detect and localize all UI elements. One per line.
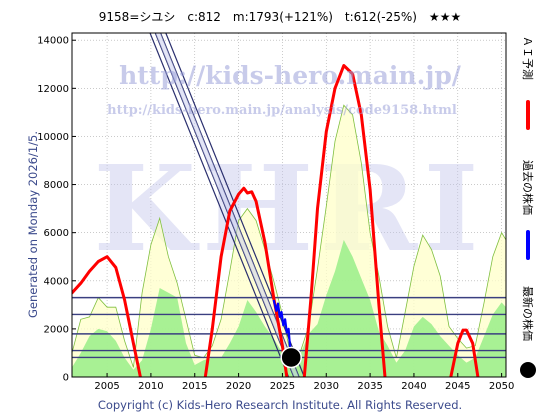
y-tick-label-10000: 10000 bbox=[37, 132, 69, 143]
chart-title: 9158=シユシ c:812 m:1793(+121%) t:612(-25%)… bbox=[98, 10, 462, 24]
ai-prediction-lines bbox=[72, 64, 480, 377]
y-tick-label-4000: 4000 bbox=[44, 276, 69, 287]
past-price-series bbox=[272, 299, 293, 358]
x-tick-label-2020: 2020 bbox=[226, 381, 251, 392]
y-tick-label-12000: 12000 bbox=[37, 84, 69, 95]
y-axis-ticks: 0 2000 4000 6000 8000 10000 12000 14000 bbox=[37, 36, 76, 384]
ai-prediction-segment-2 bbox=[302, 64, 387, 377]
x-tick-label-2050: 2050 bbox=[489, 381, 514, 392]
legend-item-0: ＡＩ予測 bbox=[521, 36, 535, 130]
y-tick-label-8000: 8000 bbox=[44, 180, 69, 191]
x-tick-label-2035: 2035 bbox=[357, 381, 382, 392]
x-tick-label-2015: 2015 bbox=[182, 381, 207, 392]
channel-core bbox=[155, 33, 300, 377]
x-tick-label-2025: 2025 bbox=[270, 381, 295, 392]
legend-label-0: ＡＩ予測 bbox=[521, 36, 535, 80]
x-tick-label-2030: 2030 bbox=[314, 381, 339, 392]
generated-date: Generated on Monday 2026/1/5. bbox=[26, 130, 40, 318]
legend-label-2: 最新の株価 bbox=[521, 286, 535, 341]
x-axis-ticks: 2005 2010 2015 2020 2025 2030 2035 2040 2045 2050 bbox=[94, 373, 514, 392]
latest-price-marker bbox=[280, 346, 302, 369]
legend-item-1: 過去の株価 bbox=[521, 160, 535, 260]
x-tick-label-2010: 2010 bbox=[138, 381, 163, 392]
legend-label-1: 過去の株価 bbox=[521, 160, 535, 215]
band-inner-area bbox=[72, 239, 506, 377]
x-tick-label-2040: 2040 bbox=[401, 381, 426, 392]
y-tick-label-14000: 14000 bbox=[37, 36, 69, 47]
ai-prediction-segment-3 bbox=[449, 328, 480, 377]
band-outer-area bbox=[72, 105, 506, 377]
channel-line-0 bbox=[149, 33, 290, 377]
watermark-url-main: http://kids-hero.main.jp/ bbox=[119, 61, 462, 90]
y-tick-label-2000: 2000 bbox=[44, 324, 69, 335]
ai-prediction-segment-1 bbox=[203, 186, 289, 377]
x-tick-label-2005: 2005 bbox=[94, 381, 119, 392]
ai-prediction-segment-0 bbox=[72, 255, 142, 377]
y-tick-label-6000: 6000 bbox=[44, 228, 69, 239]
watermark-urls: http://kids-hero.main.jp/ http://kids-he… bbox=[107, 61, 462, 118]
trend-channel bbox=[149, 33, 305, 377]
legend-swatch-2 bbox=[520, 362, 536, 378]
latest-price-dot bbox=[280, 346, 302, 369]
legend-item-2: 最新の株価 bbox=[520, 286, 536, 378]
plot-frame bbox=[71, 32, 507, 378]
channel-line-3 bbox=[165, 33, 305, 377]
x-tick-label-2045: 2045 bbox=[445, 381, 470, 392]
past-price-line bbox=[272, 299, 293, 358]
y-tick-label-0: 0 bbox=[63, 373, 69, 384]
copyright-text: Copyright (c) Kids-Hero Research Institu… bbox=[97, 398, 463, 412]
watermark-url-sub: http://kids-hero.main.jp/analysis/code91… bbox=[107, 103, 457, 118]
